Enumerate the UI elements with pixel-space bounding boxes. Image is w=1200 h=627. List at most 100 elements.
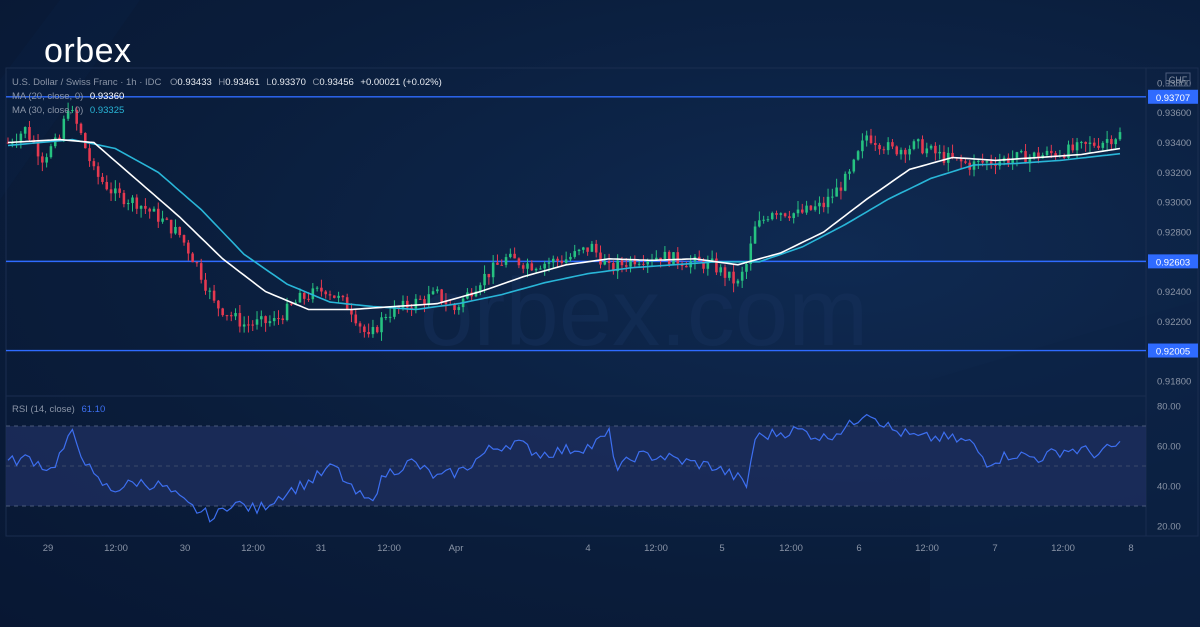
candle-body (560, 260, 564, 263)
candle-body (444, 301, 448, 305)
price-tick-label: 0.93800 (1157, 78, 1191, 89)
price-tick-label: 0.93200 (1157, 168, 1191, 179)
candle-body (766, 219, 770, 221)
candle-body (1011, 158, 1014, 164)
price-axis-frame (1145, 67, 1199, 537)
candle-body (165, 218, 169, 220)
candle-body (144, 205, 147, 209)
candle-body (672, 252, 675, 265)
candle-body (247, 324, 250, 326)
candle-body (187, 242, 190, 254)
orbex-logo: orbex (44, 32, 132, 71)
rsi-tick-label: 40.00 (1157, 482, 1181, 493)
candle-body (556, 258, 559, 261)
candle-body (551, 258, 555, 263)
candle-body (856, 151, 860, 160)
candle-body (509, 253, 512, 258)
candle-body (371, 327, 375, 335)
candle-body (912, 141, 916, 149)
candle-body (603, 260, 607, 265)
candle-body (745, 263, 748, 272)
candle-body (624, 265, 628, 267)
candle-body (796, 209, 800, 214)
candle-body (79, 123, 83, 134)
candle-body (732, 271, 735, 284)
candle-body (813, 206, 817, 210)
candle-body (599, 252, 602, 265)
candle-body (375, 327, 379, 333)
candle-body (178, 226, 182, 236)
candle-body (363, 326, 366, 332)
candle-body (715, 258, 718, 273)
candle-body (302, 292, 306, 299)
candle-body (28, 127, 31, 140)
candles (6, 102, 1122, 341)
candle-body (367, 331, 370, 335)
price-tick-label: 0.91800 (1157, 377, 1191, 388)
candle-body (710, 258, 714, 261)
candle-body (281, 318, 285, 321)
candle-body (770, 213, 774, 220)
candle-body (534, 268, 538, 271)
price-axis-ticks: 0.93800 0.93600 0.93400 0.93200 0.93000 0.928… (1157, 78, 1191, 387)
candle-body (101, 176, 104, 182)
candle-body (135, 197, 139, 209)
candle-body (358, 323, 362, 327)
candle-body (676, 252, 680, 264)
candle-body (418, 298, 422, 300)
candle-body (23, 127, 27, 134)
candle-body (191, 253, 194, 263)
candle-body (453, 304, 456, 311)
candle-body (337, 295, 340, 298)
candle-body (938, 151, 941, 154)
rsi-tick-label: 60.00 (1157, 442, 1181, 453)
candle-body (182, 235, 186, 243)
candle-body (1071, 144, 1075, 151)
candle-body (873, 143, 877, 145)
candle-body (333, 295, 336, 298)
ma30-legend: MA (30, close, 0) 0.93325 (12, 105, 124, 116)
candle-body (1075, 142, 1079, 151)
candle-body (637, 263, 641, 265)
candle-body (740, 271, 744, 281)
time-tick-label: 12:00 (779, 543, 803, 554)
candle-body (315, 287, 319, 289)
ma30-legend-label: MA (30, close, 0) (12, 105, 83, 116)
candle-body (440, 289, 443, 302)
candle-body (414, 298, 418, 309)
candle-body (779, 213, 783, 215)
candle-body (483, 273, 486, 286)
candle-body (1092, 142, 1096, 146)
candle-body (607, 260, 611, 264)
candle-body (217, 300, 220, 309)
candle-body (208, 290, 212, 292)
candle-body (109, 189, 113, 194)
candle-body (886, 142, 890, 151)
candle-body (663, 251, 667, 261)
price-pane-frame (5, 67, 1147, 397)
candle-body (1110, 139, 1113, 145)
price-tick-label: 0.92800 (1157, 228, 1191, 239)
candle-body (1067, 144, 1070, 158)
candle-body (71, 110, 74, 112)
candle-body (204, 279, 207, 291)
time-tick-label: Apr (449, 543, 464, 554)
ma30-legend-value: 0.93325 (90, 105, 124, 116)
candle-body (1028, 156, 1032, 164)
candle-body (921, 139, 924, 154)
candle-body (225, 315, 229, 317)
candle-body (431, 291, 435, 295)
candle-body (126, 203, 130, 205)
candle-body (212, 290, 216, 301)
candle-body (504, 257, 508, 265)
candle-body (564, 259, 568, 263)
candle-body (350, 309, 353, 315)
candle-body (792, 213, 795, 219)
candle-body (268, 321, 272, 324)
candle-body (354, 314, 358, 324)
candle-body (822, 202, 826, 208)
candle-body (723, 267, 727, 278)
candle-body (526, 263, 529, 269)
candle-body (573, 251, 577, 257)
